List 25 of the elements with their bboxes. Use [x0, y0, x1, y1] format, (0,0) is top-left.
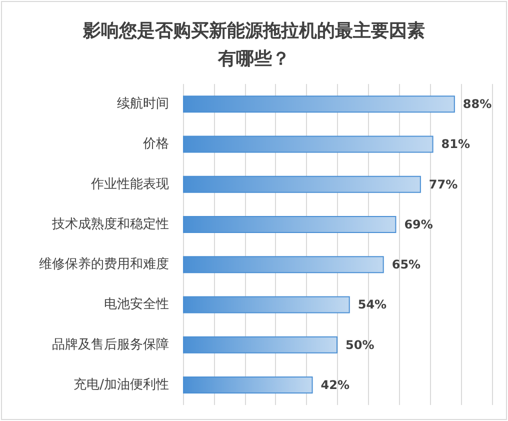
- y-tick-label: 电池安全性: [104, 296, 169, 312]
- y-tick-label: 价格: [142, 136, 169, 152]
- data-label: 81%: [441, 137, 470, 152]
- bar: [183, 296, 350, 314]
- bar: [183, 376, 313, 394]
- data-label: 69%: [404, 217, 433, 232]
- bar: [183, 336, 338, 354]
- y-tick-label: 充电/加油便利性: [74, 377, 169, 392]
- data-label: 50%: [346, 338, 374, 352]
- data-label: 77%: [428, 177, 458, 192]
- y-tick-label: 续航时间: [117, 96, 169, 112]
- data-label: 42%: [320, 378, 350, 392]
- data-label: 88%: [462, 97, 492, 112]
- bar: [183, 136, 434, 153]
- data-label: 54%: [358, 298, 387, 312]
- bar: [183, 216, 396, 233]
- y-tick-label: 技术成熟度和稳定性: [51, 216, 169, 232]
- y-tick-label: 作业性能表现: [90, 176, 169, 192]
- y-tick-label: 品牌及售后服务保障: [52, 337, 169, 352]
- bar: [183, 176, 421, 193]
- data-label: 65%: [392, 258, 421, 272]
- chart-title: 影响您是否购买新能源拖拉机的最主要因素有哪些？: [82, 20, 425, 70]
- bar: [183, 256, 384, 274]
- bar: [183, 96, 455, 113]
- y-tick-label: 维修保养的费用和难度: [39, 256, 169, 272]
